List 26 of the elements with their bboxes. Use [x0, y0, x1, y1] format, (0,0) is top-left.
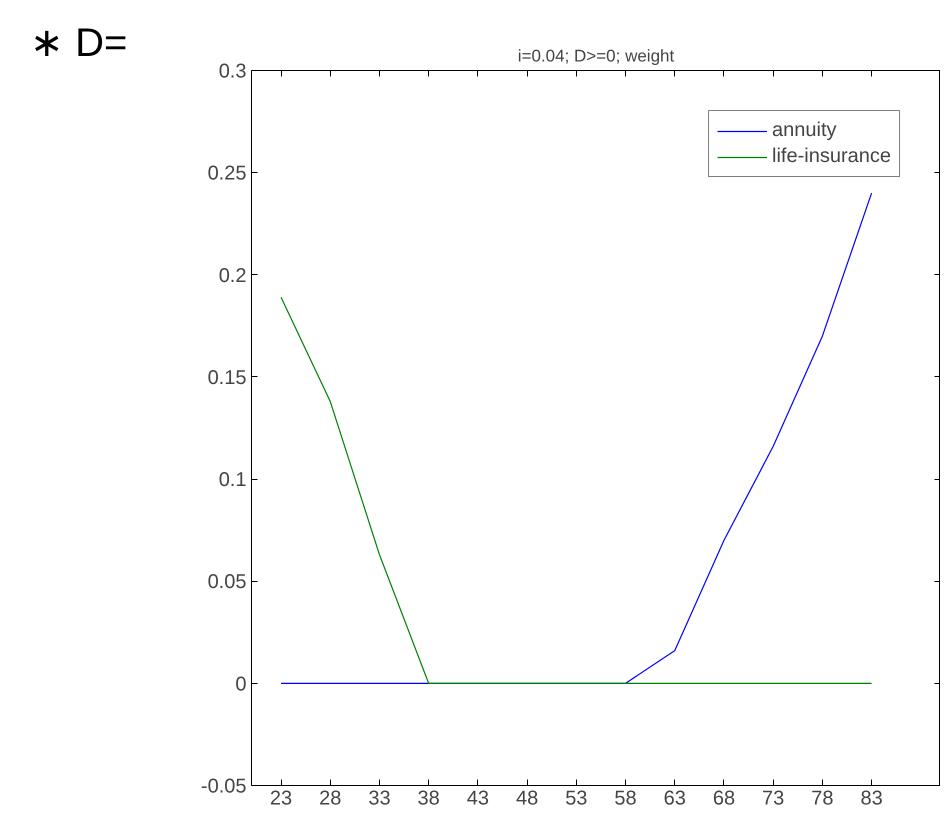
y-tick-label: -0.05 [200, 776, 247, 798]
x-tick-label: 63 [664, 788, 686, 810]
x-tick-label: 83 [860, 788, 883, 810]
y-tick-label: 0.15 [208, 366, 247, 389]
y-tick-label: 0 [235, 673, 246, 696]
x-tick-label: 43 [466, 788, 490, 810]
chart-title: i=0.04; D>=0; weight [518, 46, 674, 66]
x-tick-label: 33 [368, 788, 391, 810]
x-tick-label: 48 [516, 788, 538, 810]
x-tick-label: 58 [614, 788, 637, 810]
x-tick-label: 78 [811, 788, 834, 810]
x-tick-label: 38 [418, 788, 440, 810]
x-tick-label: 73 [762, 788, 784, 810]
x-tick-label: 53 [565, 788, 588, 810]
line-series [280, 296, 872, 684]
x-tick-label: 68 [712, 788, 736, 810]
y-tick-label: 0.2 [218, 264, 247, 287]
x-tick-label: 23 [270, 788, 292, 810]
x-tick-label: 28 [319, 788, 342, 810]
legend-label: annuity [772, 119, 837, 142]
y-tick-label: 0.3 [218, 60, 247, 82]
y-tick-label: 0.1 [218, 469, 247, 492]
y-tick-label: 0.25 [208, 162, 247, 185]
text: ∗ D= [30, 20, 128, 67]
legend-label: life-insurance [772, 145, 891, 168]
y-tick-label: 0.05 [208, 571, 247, 594]
